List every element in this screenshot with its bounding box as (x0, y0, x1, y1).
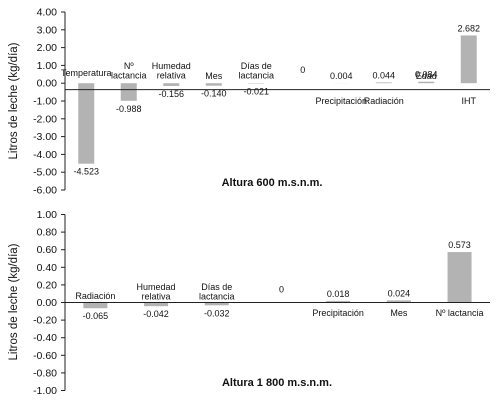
bar (204, 302, 229, 306)
category-label: Radiación (364, 96, 404, 106)
value-label: 0 (279, 285, 284, 295)
y-tick-label: -0.40 (33, 332, 57, 344)
bars-1800: -0.065 Radiación -0.042 Humedad relativa -0.0… (75, 240, 483, 321)
category-label-line: Temperatura (61, 68, 112, 78)
y-tick-label: 0.00 (37, 78, 58, 90)
y-ticks-600: 4.00 3.00 2.00 1.00 0.00 -1.00 -2.00 -3.00 -4.00… (33, 7, 65, 197)
category-label-line: relativa (157, 71, 186, 81)
value-label: 0.084 (415, 70, 438, 80)
bar (460, 35, 477, 84)
value-label: -0.988 (116, 104, 142, 114)
value-label: 0.004 (330, 71, 353, 81)
value-label: -4.523 (73, 167, 99, 177)
value-label: -0.021 (243, 87, 269, 97)
y-axis-label-1800: Litros de leche (kg/día) (8, 243, 20, 360)
y-axis-label-600: Litros de leche (kg/día) (8, 42, 20, 159)
value-label: 0.044 (372, 70, 395, 80)
y-tick-label: 0.40 (37, 262, 58, 274)
y-ticks-1800: 1.00 0.80 0.60 0.40 0.20 0.00 -0.20 -0.40 -0.60 -… (33, 209, 65, 397)
bar (83, 302, 108, 309)
category-label: IHT (462, 96, 477, 106)
category-label-line: Precipitación (312, 308, 364, 318)
category-label-line: Nº lactancia (436, 308, 484, 318)
category-label: Nº lactancia (111, 61, 147, 81)
bar (375, 82, 392, 84)
category-label: Temperatura (61, 68, 112, 78)
category-label: Humedad relativa (137, 282, 176, 302)
value-label: 0.024 (388, 288, 411, 298)
bar (120, 83, 137, 101)
value-label: -0.140 (201, 89, 227, 99)
y-tick-label: 3.00 (37, 24, 58, 36)
category-label-line: Días de (201, 282, 232, 292)
category-label-line: lactancia (238, 71, 274, 81)
chart-600-masl: 4.00 3.00 2.00 1.00 0.00 -1.00 -2.00 -3.00 -4.00… (8, 7, 490, 197)
y-tick-label: 2.00 (37, 42, 58, 54)
category-label-line: lactancia (111, 71, 147, 81)
category-label: Días de lactancia (238, 61, 274, 81)
bar (326, 300, 351, 303)
y-tick-label: 0.00 (37, 297, 58, 309)
category-label-line: Humedad (137, 282, 176, 292)
category-label-line: Nº (124, 61, 134, 71)
y-tick-label: -0.80 (33, 367, 57, 379)
bar (78, 83, 95, 164)
y-tick-label: -1.00 (33, 385, 57, 397)
category-label-line: Edad (416, 71, 437, 81)
value-label: 2.682 (457, 23, 480, 33)
y-tick-label: -5.00 (33, 167, 57, 179)
category-label-line: Humedad (152, 61, 191, 71)
y-tick-label: 0.60 (37, 244, 58, 256)
value-label: -0.156 (158, 89, 184, 99)
value-label: -0.042 (143, 309, 169, 319)
value-label: -0.032 (204, 308, 230, 318)
bar (386, 300, 411, 303)
value-label: 0 (300, 65, 305, 75)
y-tick-label: -3.00 (33, 131, 57, 143)
category-label: Mes (390, 308, 408, 318)
value-label: -0.065 (83, 311, 109, 321)
y-tick-label: 0.80 (37, 227, 58, 239)
value-label: 0.018 (327, 289, 350, 299)
value-label: 0.573 (448, 240, 471, 250)
chart-1800-masl: 1.00 0.80 0.60 0.40 0.20 0.00 -0.20 -0.40 -0.60 -… (8, 209, 490, 397)
y-tick-label: -2.00 (33, 113, 57, 125)
y-tick-label: -0.60 (33, 350, 57, 362)
category-label-line: Días de (241, 61, 272, 71)
category-label: Precipitación (312, 308, 364, 318)
altitude-annotation-600: Altura 600 m.s.n.m. (222, 177, 323, 189)
category-label-line: Precipitación (315, 96, 367, 106)
category-label: Humedad relativa (152, 61, 191, 81)
altitude-annotation-1800: Altura 1 800 m.s.n.m. (222, 377, 332, 389)
category-label-line: Radiación (75, 291, 115, 301)
bar (144, 302, 169, 307)
category-label-line: Radiación (364, 96, 404, 106)
category-label-line: lactancia (199, 292, 235, 302)
category-label: Días de lactancia (199, 282, 235, 302)
category-label: Edad (416, 71, 437, 81)
y-tick-label: 4.00 (37, 7, 58, 19)
y-tick-label: 0.20 (37, 279, 58, 291)
category-label: Precipitación (315, 96, 367, 106)
category-label: Mes (205, 71, 223, 81)
category-label: Nº lactancia (436, 308, 484, 318)
y-tick-label: 1.00 (37, 209, 58, 221)
category-label-line: Mes (390, 308, 408, 318)
bar (163, 83, 180, 86)
bar (418, 81, 435, 84)
bar (205, 83, 222, 86)
y-tick-label: -1.00 (33, 96, 57, 108)
category-label-line: relativa (142, 292, 171, 302)
y-tick-label: -0.20 (33, 315, 57, 327)
bar (447, 252, 472, 303)
category-label-line: Mes (205, 71, 223, 81)
y-tick-label: -4.00 (33, 149, 57, 161)
category-label: Radiación (75, 291, 115, 301)
category-label-line: IHT (462, 96, 477, 106)
y-tick-label: 1.00 (37, 60, 58, 72)
y-tick-label: -6.00 (33, 185, 57, 197)
